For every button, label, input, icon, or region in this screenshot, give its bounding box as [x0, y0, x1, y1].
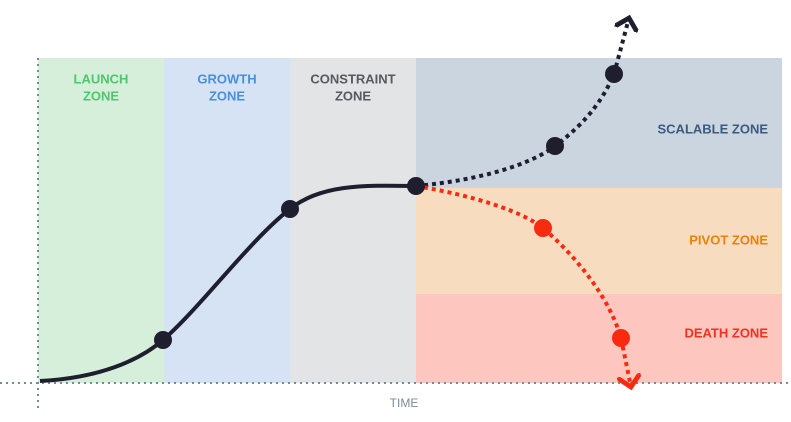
- zone-label: SCALABLE ZONE: [658, 121, 769, 136]
- zone-label: DEATH ZONE: [684, 325, 768, 340]
- milestone-dot: [546, 137, 564, 155]
- zone-label: ZONE: [209, 88, 245, 103]
- pivot-zone: [416, 188, 782, 294]
- growth-curve: [39, 183, 417, 383]
- death-path: [415, 184, 631, 387]
- milestone-dot: [154, 331, 172, 349]
- constraint-zone: [290, 58, 416, 383]
- x-axis-label: TIME: [390, 396, 419, 410]
- zone-label: GROWTH: [197, 71, 256, 86]
- scalable-zone: [416, 58, 782, 188]
- failure-dot: [534, 219, 552, 237]
- milestone-dot: [407, 177, 425, 195]
- launch-zone: [38, 58, 164, 383]
- death-zone: [416, 294, 782, 383]
- growth-zone: [164, 58, 290, 383]
- zone-label: ZONE: [83, 88, 119, 103]
- zone-label: ZONE: [335, 88, 371, 103]
- failure-dot: [612, 329, 630, 347]
- milestone-dot: [281, 200, 299, 218]
- milestone-dot: [605, 65, 623, 83]
- zone-label: PIVOT ZONE: [689, 232, 768, 247]
- zone-label: LAUNCH: [74, 71, 129, 86]
- zone-label: CONSTRAINT: [310, 71, 395, 86]
